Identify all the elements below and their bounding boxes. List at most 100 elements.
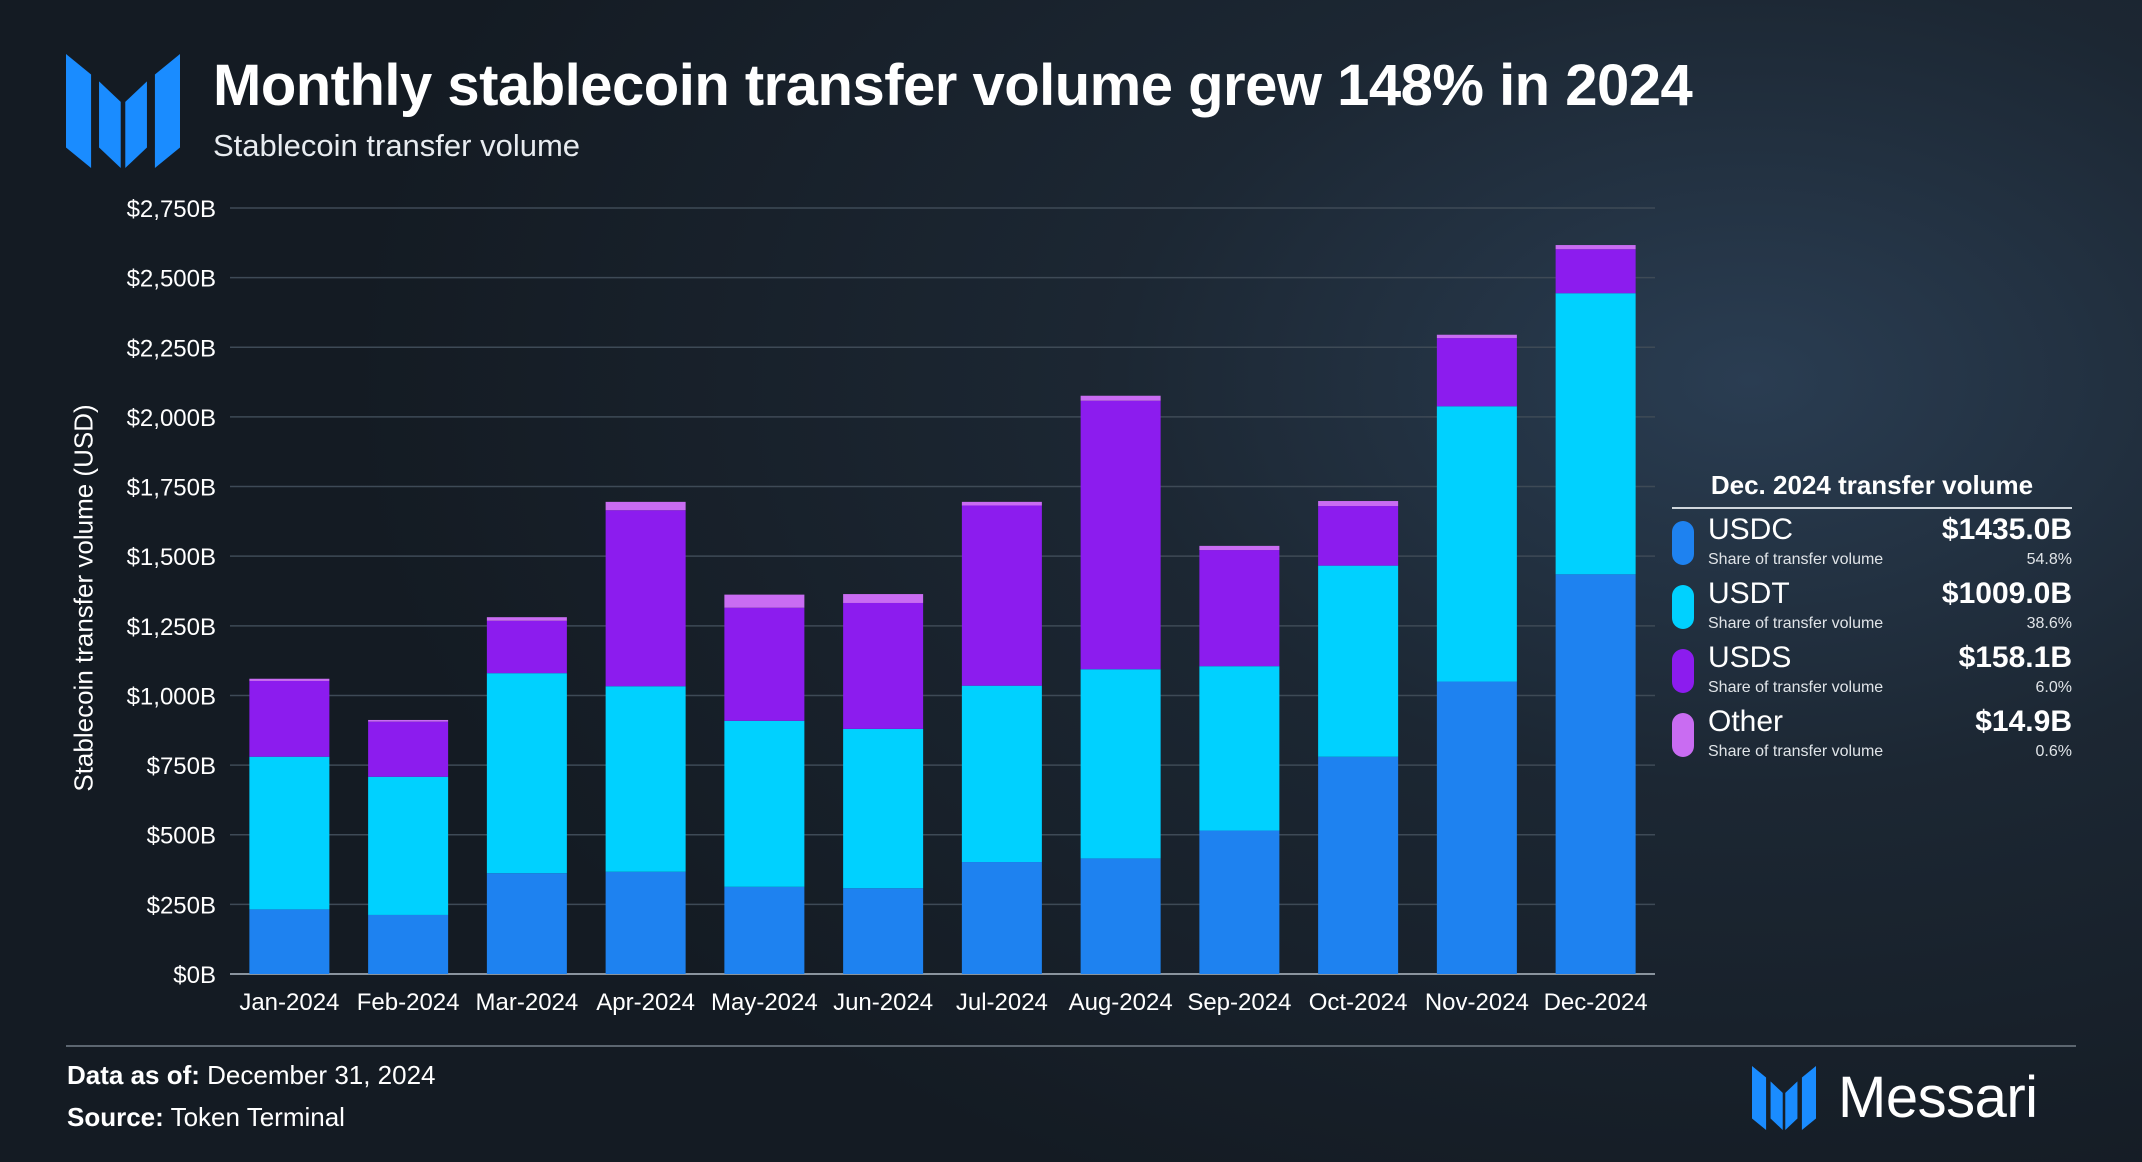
bar-usdc	[605, 871, 686, 974]
bar-other	[961, 501, 1042, 506]
y-tick-label: $2,000B	[127, 405, 216, 432]
bar-usdt	[486, 673, 567, 874]
bar-other	[605, 501, 686, 511]
legend-title: Dec. 2024 transfer volume	[1672, 470, 2072, 509]
legend-swatch-usdc	[1672, 521, 1694, 565]
chart-title: Monthly stablecoin transfer volume grew …	[213, 53, 1693, 118]
legend-item-usdt: USDT Share of transfer volume $1009.0B 3…	[1672, 573, 2072, 637]
legend-swatch-usds	[1672, 649, 1694, 693]
legend-share-label: Share of transfer volume	[1708, 743, 1884, 760]
bar-usdc	[1080, 858, 1161, 974]
legend-panel: Dec. 2024 transfer volume USDC Share of …	[1672, 470, 2072, 765]
data-as-of: Data as of: December 31, 2024	[67, 1060, 436, 1091]
legend-share-label: Share of transfer volume	[1708, 615, 1884, 632]
source-value: Token Terminal	[170, 1102, 345, 1132]
y-tick-label: $1,000B	[127, 683, 216, 710]
legend-name: USDC	[1708, 513, 1794, 546]
y-tick-label: $750B	[147, 753, 216, 780]
x-tick-label: Jul-2024	[956, 989, 1048, 1016]
legend-swatch-usdt	[1672, 585, 1694, 629]
bar-usds	[605, 510, 686, 687]
y-tick-label: $250B	[147, 892, 216, 919]
bar-other	[843, 594, 924, 603]
legend-percent: 54.8%	[2026, 551, 2072, 568]
x-tick-label: Apr-2024	[596, 989, 695, 1016]
y-tick-label: $500B	[147, 823, 216, 850]
legend-percent: 6.0%	[2035, 679, 2072, 696]
bar-usdc	[1555, 574, 1636, 974]
source-label: Source:	[67, 1102, 164, 1132]
bar-usds	[1080, 400, 1161, 670]
bar-usds	[724, 607, 805, 721]
source: Source: Token Terminal	[67, 1102, 345, 1133]
legend-item-usds: USDS Share of transfer volume $158.1B 6.…	[1672, 637, 2072, 701]
bar-other	[486, 617, 567, 621]
bar-usdc	[368, 914, 449, 974]
chart-subtitle: Stablecoin transfer volume	[213, 128, 581, 163]
legend-value: $14.9B	[1975, 705, 2072, 738]
y-tick-label: $1,250B	[127, 614, 216, 641]
bar-usdc	[1318, 756, 1399, 974]
bar-usdc	[961, 862, 1042, 974]
legend-value: $1009.0B	[1941, 577, 2072, 610]
bar-other	[1555, 245, 1636, 250]
bar-other	[724, 594, 805, 608]
x-tick-label: Feb-2024	[357, 989, 460, 1016]
x-tick-label: Sep-2024	[1187, 989, 1291, 1016]
y-tick-label: $0B	[173, 962, 216, 989]
bar-usds	[843, 602, 924, 729]
bar-usds	[249, 680, 330, 757]
brand-name: Messari	[1838, 1065, 2038, 1130]
x-tick-label: Jan-2024	[239, 989, 339, 1016]
y-tick-label: $1,500B	[127, 544, 216, 571]
bar-usds	[1199, 550, 1280, 667]
x-tick-label: Oct-2024	[1309, 989, 1408, 1016]
bar-other	[1080, 395, 1161, 401]
bar-other	[1199, 545, 1280, 551]
footer-divider	[66, 1045, 2076, 1047]
x-tick-label: May-2024	[711, 989, 818, 1016]
bar-usdt	[1555, 293, 1636, 575]
y-tick-label: $2,500B	[127, 266, 216, 293]
bar-usdt	[249, 756, 330, 910]
x-tick-label: Jun-2024	[833, 989, 933, 1016]
legend-item-other: Other Share of transfer volume $14.9B 0.…	[1672, 701, 2072, 765]
bar-other	[249, 678, 330, 681]
legend-item-usdc: USDC Share of transfer volume $1435.0B 5…	[1672, 509, 2072, 573]
data-as-of-label: Data as of:	[67, 1060, 200, 1090]
bar-usdc	[843, 888, 924, 974]
bar-usdt	[1436, 406, 1517, 682]
bar-usdt	[1199, 666, 1280, 831]
bar-usdc	[724, 886, 805, 974]
y-tick-label: $2,250B	[127, 335, 216, 362]
bar-usdc	[1436, 681, 1517, 974]
legend-value: $1435.0B	[1941, 513, 2072, 546]
bar-usds	[1436, 338, 1517, 407]
y-tick-label: $1,750B	[127, 475, 216, 502]
messari-logo-icon	[66, 54, 180, 168]
bar-usdt	[1318, 565, 1399, 757]
legend-swatch-other	[1672, 713, 1694, 757]
bar-other	[1318, 501, 1399, 507]
legend-name: USDS	[1708, 641, 1792, 674]
bar-usdt	[961, 685, 1042, 863]
bar-usdt	[724, 720, 805, 887]
bar-usdc	[486, 873, 567, 974]
bar-usds	[1555, 249, 1636, 294]
bar-usdt	[368, 776, 449, 915]
bar-usdt	[843, 728, 924, 889]
bar-other	[1436, 334, 1517, 339]
bar-usdt	[605, 686, 686, 872]
bar-usdc	[249, 909, 330, 974]
x-tick-label: Aug-2024	[1069, 989, 1173, 1016]
messari-logo-icon	[1752, 1066, 1816, 1130]
legend-value: $158.1B	[1958, 641, 2072, 674]
x-tick-label: Mar-2024	[476, 989, 579, 1016]
legend-percent: 0.6%	[2035, 743, 2072, 760]
bar-usds	[368, 721, 449, 777]
x-tick-label: Nov-2024	[1425, 989, 1529, 1016]
bar-usds	[961, 505, 1042, 686]
bar-other	[368, 719, 449, 722]
legend-name: Other	[1708, 705, 1784, 738]
